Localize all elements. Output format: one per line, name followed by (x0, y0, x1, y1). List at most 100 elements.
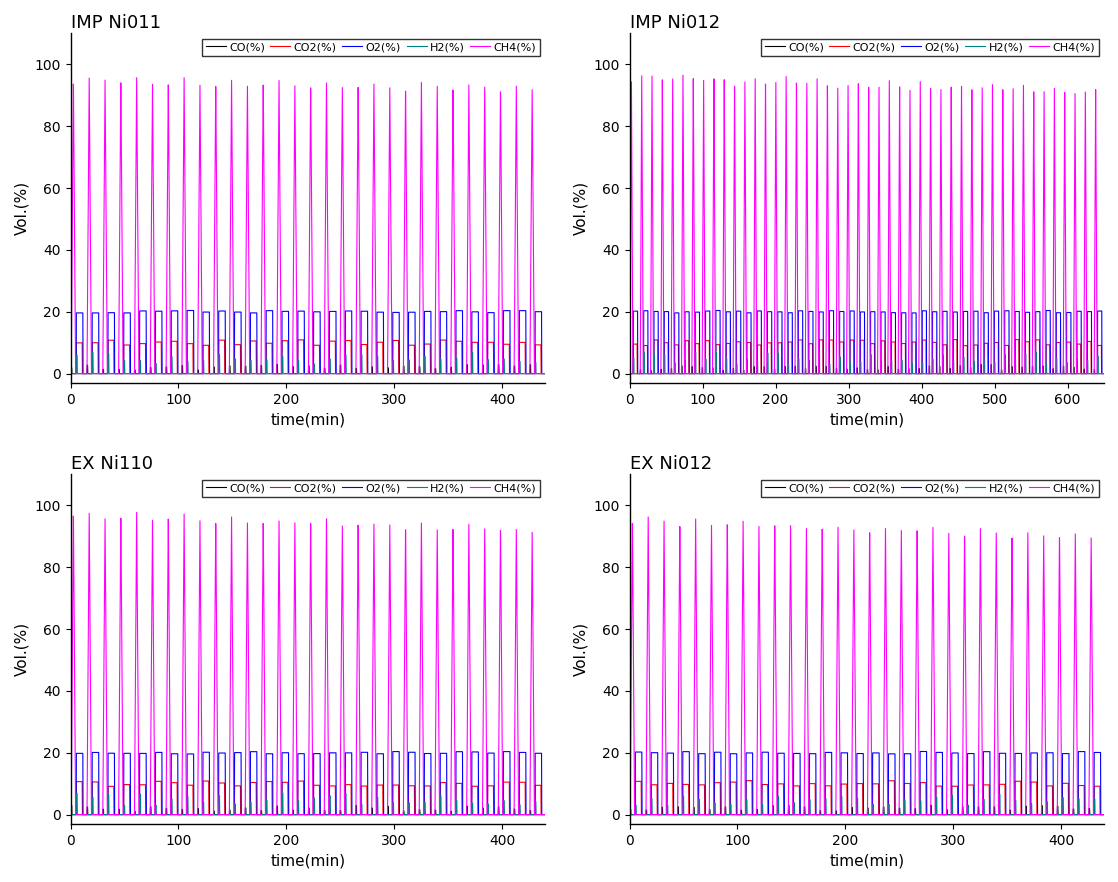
Line: H2(%): H2(%) (629, 352, 1105, 374)
CH4(%) (749, 810, 762, 820)
O2(%) (1060, 307, 1073, 318)
CO2(%) (64, 810, 77, 820)
CO(%) (1098, 369, 1111, 379)
CO(%) (887, 810, 900, 820)
H2(%) (877, 369, 890, 379)
CO(%) (486, 369, 500, 379)
H2(%) (996, 369, 1010, 379)
Line: O2(%): O2(%) (70, 310, 546, 374)
CO2(%) (189, 810, 202, 820)
CH4(%) (642, 512, 655, 522)
CH4(%) (798, 657, 812, 668)
H2(%) (239, 810, 253, 820)
CO(%) (781, 800, 795, 811)
CO2(%) (877, 335, 890, 346)
O2(%) (1045, 747, 1059, 758)
CO2(%) (1045, 810, 1059, 820)
Text: IMP Ni011: IMP Ni011 (70, 14, 161, 32)
O2(%) (1098, 369, 1111, 379)
O2(%) (328, 748, 341, 759)
H2(%) (1098, 810, 1111, 820)
CH4(%) (138, 810, 151, 820)
CO2(%) (697, 780, 710, 790)
Legend: CO(%), CO2(%), O2(%), H2(%), CH4(%): CO(%), CO2(%), O2(%), H2(%), CH4(%) (202, 39, 540, 56)
Line: H2(%): H2(%) (70, 793, 546, 815)
CO2(%) (417, 369, 430, 379)
O2(%) (417, 810, 430, 820)
H2(%) (623, 810, 636, 820)
CO(%) (976, 810, 989, 820)
H2(%) (328, 810, 341, 820)
CO2(%) (1098, 369, 1111, 379)
Line: H2(%): H2(%) (629, 794, 1105, 815)
CH4(%) (64, 810, 77, 820)
CO2(%) (739, 775, 752, 786)
H2(%) (623, 369, 636, 379)
O2(%) (138, 306, 151, 317)
CH4(%) (1060, 369, 1073, 379)
O2(%) (539, 810, 552, 820)
Line: CH4(%): CH4(%) (70, 78, 546, 374)
Line: CO(%): CO(%) (629, 364, 1105, 374)
H2(%) (976, 810, 989, 820)
CH4(%) (702, 369, 716, 379)
CH4(%) (239, 215, 253, 226)
Text: IMP Ni012: IMP Ni012 (629, 14, 720, 32)
CH4(%) (976, 810, 989, 820)
CO2(%) (623, 810, 636, 820)
O2(%) (887, 749, 900, 759)
Line: CH4(%): CH4(%) (70, 512, 546, 815)
Line: CO(%): CO(%) (629, 805, 1105, 815)
H2(%) (189, 369, 202, 379)
CH4(%) (486, 810, 500, 820)
Line: CO(%): CO(%) (70, 805, 546, 815)
O2(%) (539, 369, 552, 379)
H2(%) (239, 369, 253, 379)
CH4(%) (676, 70, 690, 80)
H2(%) (1045, 810, 1059, 820)
CH4(%) (190, 369, 203, 379)
CH4(%) (539, 810, 552, 820)
O2(%) (798, 810, 812, 820)
O2(%) (486, 748, 500, 759)
CH4(%) (794, 369, 807, 379)
X-axis label: time(min): time(min) (830, 853, 904, 868)
O2(%) (190, 369, 203, 379)
O2(%) (386, 746, 399, 757)
Y-axis label: Vol.(%): Vol.(%) (572, 181, 588, 235)
CO2(%) (996, 369, 1010, 379)
H2(%) (887, 810, 900, 820)
CO(%) (486, 810, 500, 820)
O2(%) (996, 369, 1010, 379)
Line: CO2(%): CO2(%) (629, 781, 1105, 815)
H2(%) (328, 369, 341, 379)
H2(%) (702, 369, 716, 379)
H2(%) (138, 369, 151, 379)
CH4(%) (697, 810, 710, 820)
CO(%) (1042, 369, 1055, 379)
CO(%) (996, 369, 1010, 379)
CO(%) (239, 810, 253, 820)
O2(%) (417, 369, 430, 379)
CO2(%) (138, 339, 151, 349)
CO(%) (974, 359, 987, 370)
CO2(%) (947, 334, 960, 345)
CO2(%) (539, 810, 552, 820)
CO(%) (798, 810, 812, 820)
O2(%) (64, 369, 77, 379)
CH4(%) (486, 369, 500, 379)
CH4(%) (539, 369, 552, 379)
CH4(%) (64, 369, 77, 379)
Text: EX Ni012: EX Ni012 (629, 455, 712, 473)
CO(%) (623, 369, 636, 379)
CO(%) (623, 810, 636, 820)
CO2(%) (1042, 340, 1055, 350)
CO2(%) (239, 810, 253, 820)
CO(%) (492, 359, 505, 370)
Line: H2(%): H2(%) (70, 352, 546, 374)
H2(%) (189, 810, 202, 820)
H2(%) (1060, 357, 1073, 368)
Line: CO2(%): CO2(%) (629, 340, 1105, 374)
CH4(%) (190, 810, 203, 820)
X-axis label: time(min): time(min) (271, 853, 345, 868)
